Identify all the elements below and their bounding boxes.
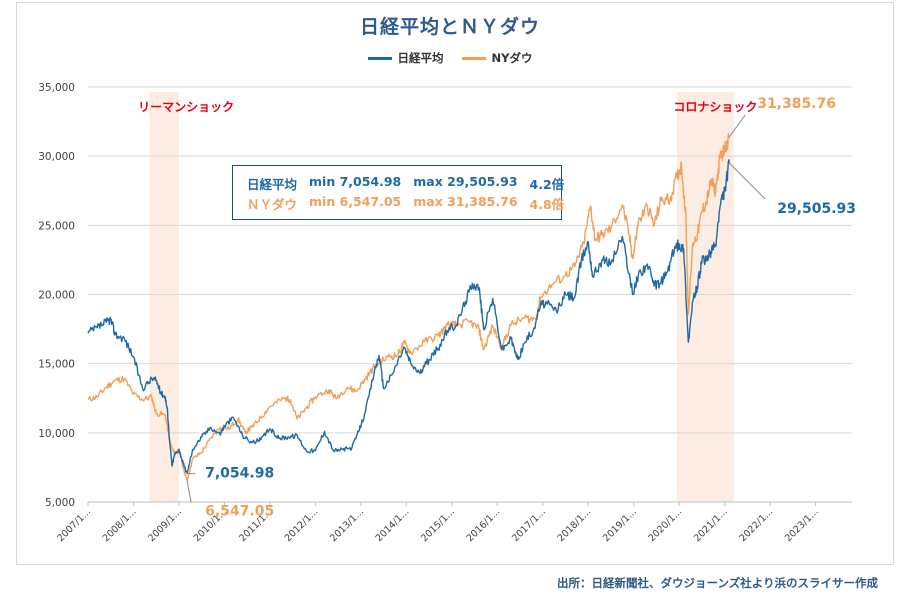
x-tick-label: 2015/1... [419,506,457,544]
y-tick-label: 10,000 [38,428,75,440]
x-tick-label: 2020/1... [646,506,684,544]
annotation-label-2: 31,385.76 [757,96,836,112]
x-tick-label: 2021/1... [692,506,730,544]
y-tick-label: 15,000 [38,359,75,371]
x-tick-label: 2023/1... [783,506,821,544]
annotation-leader-3 [728,162,766,200]
stats-nikkei-max: max 29,505.93 [413,174,518,189]
x-tick-label: 2013/1... [328,506,366,544]
stats-nikkei-min: min 7,054.98 [309,174,402,189]
stats-box: 日経平均 min 7,054.98 max 29,505.93 4.2倍 ＮＹダ… [232,165,564,220]
y-tick-label: 30,000 [38,151,75,163]
stats-row-ny: ＮＹダウ min 6,547.05 max 31,385.76 4.8倍 [247,194,564,214]
x-tick-label: 2012/1... [283,506,321,544]
legend-item-ny: NYダウ [461,50,533,66]
stats-row-nikkei: 日経平均 min 7,054.98 max 29,505.93 4.2倍 [247,174,564,194]
series-line-ny [87,133,730,482]
y-tick-label: 20,000 [38,290,75,302]
x-tick-label: 2008/1... [101,506,139,544]
legend: 日経平均 NYダウ [0,50,900,66]
series-line-nikkei [87,159,730,475]
annotation-label-0: 7,054.98 [205,466,274,482]
legend-swatch-ny [461,56,486,60]
x-tick-label: 2017/1... [510,506,548,544]
annotation-leader-1 [186,480,192,503]
x-tick-label: 2016/1... [465,506,503,544]
legend-swatch-nikkei [367,56,392,60]
shaded-period-label-0: リーマンショック [138,100,234,114]
legend-label-ny: NYダウ [491,51,533,65]
stats-nikkei-name: 日経平均 [247,177,298,192]
chart-title: 日経平均とＮＹダウ [359,16,540,38]
x-tick-label: 2018/1... [556,506,594,544]
legend-item-nikkei: 日経平均 [367,50,444,66]
stats-ny-min: min 6,547.05 [309,194,402,209]
x-tick-label: 2022/1... [737,506,775,544]
x-tick-label: 2019/1... [601,506,639,544]
annotation-leader-2 [728,114,746,138]
y-tick-label: 25,000 [38,220,75,232]
legend-label-nikkei: 日経平均 [397,51,444,65]
stats-ny-name: ＮＹダウ [247,197,298,212]
stats-ny-max: max 31,385.76 [413,194,518,209]
annotation-label-1: 6,547.05 [205,504,274,520]
source-note: 出所：日経新聞社、ダウジョーンズ社より浜のスライサー作成 [557,576,878,590]
stats-nikkei-ratio: 4.2倍 [529,177,565,192]
x-tick-label: 2007/1... [55,506,93,544]
x-tick-label: 2014/1... [374,506,412,544]
shaded-period-0 [149,92,179,502]
stats-ny-ratio: 4.8倍 [529,197,565,212]
x-tick-label: 2009/1... [146,506,184,544]
y-tick-label: 35,000 [38,82,75,94]
annotation-label-3: 29,505.93 [777,201,856,217]
shaded-period-label-1: コロナショック [673,100,757,114]
y-tick-label: 5,000 [45,497,75,509]
